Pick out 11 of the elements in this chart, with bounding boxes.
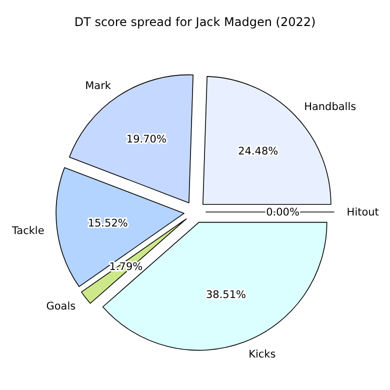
slice-label: Kicks (248, 348, 276, 361)
slice-label: Goals (46, 300, 76, 312)
data-label: 38.51% (206, 288, 246, 301)
slice-label: Handballs (304, 101, 356, 114)
data-label: 24.48% (238, 146, 278, 158)
chart-title: DT score spread for Jack Madgen (2022) (74, 15, 316, 29)
slice-label: Tackle (10, 225, 44, 238)
category-label: Hitout (346, 206, 379, 219)
data-label: 19.70% (126, 134, 166, 146)
slice-label: Mark (85, 80, 112, 92)
data-label: 15.52% (88, 217, 128, 230)
